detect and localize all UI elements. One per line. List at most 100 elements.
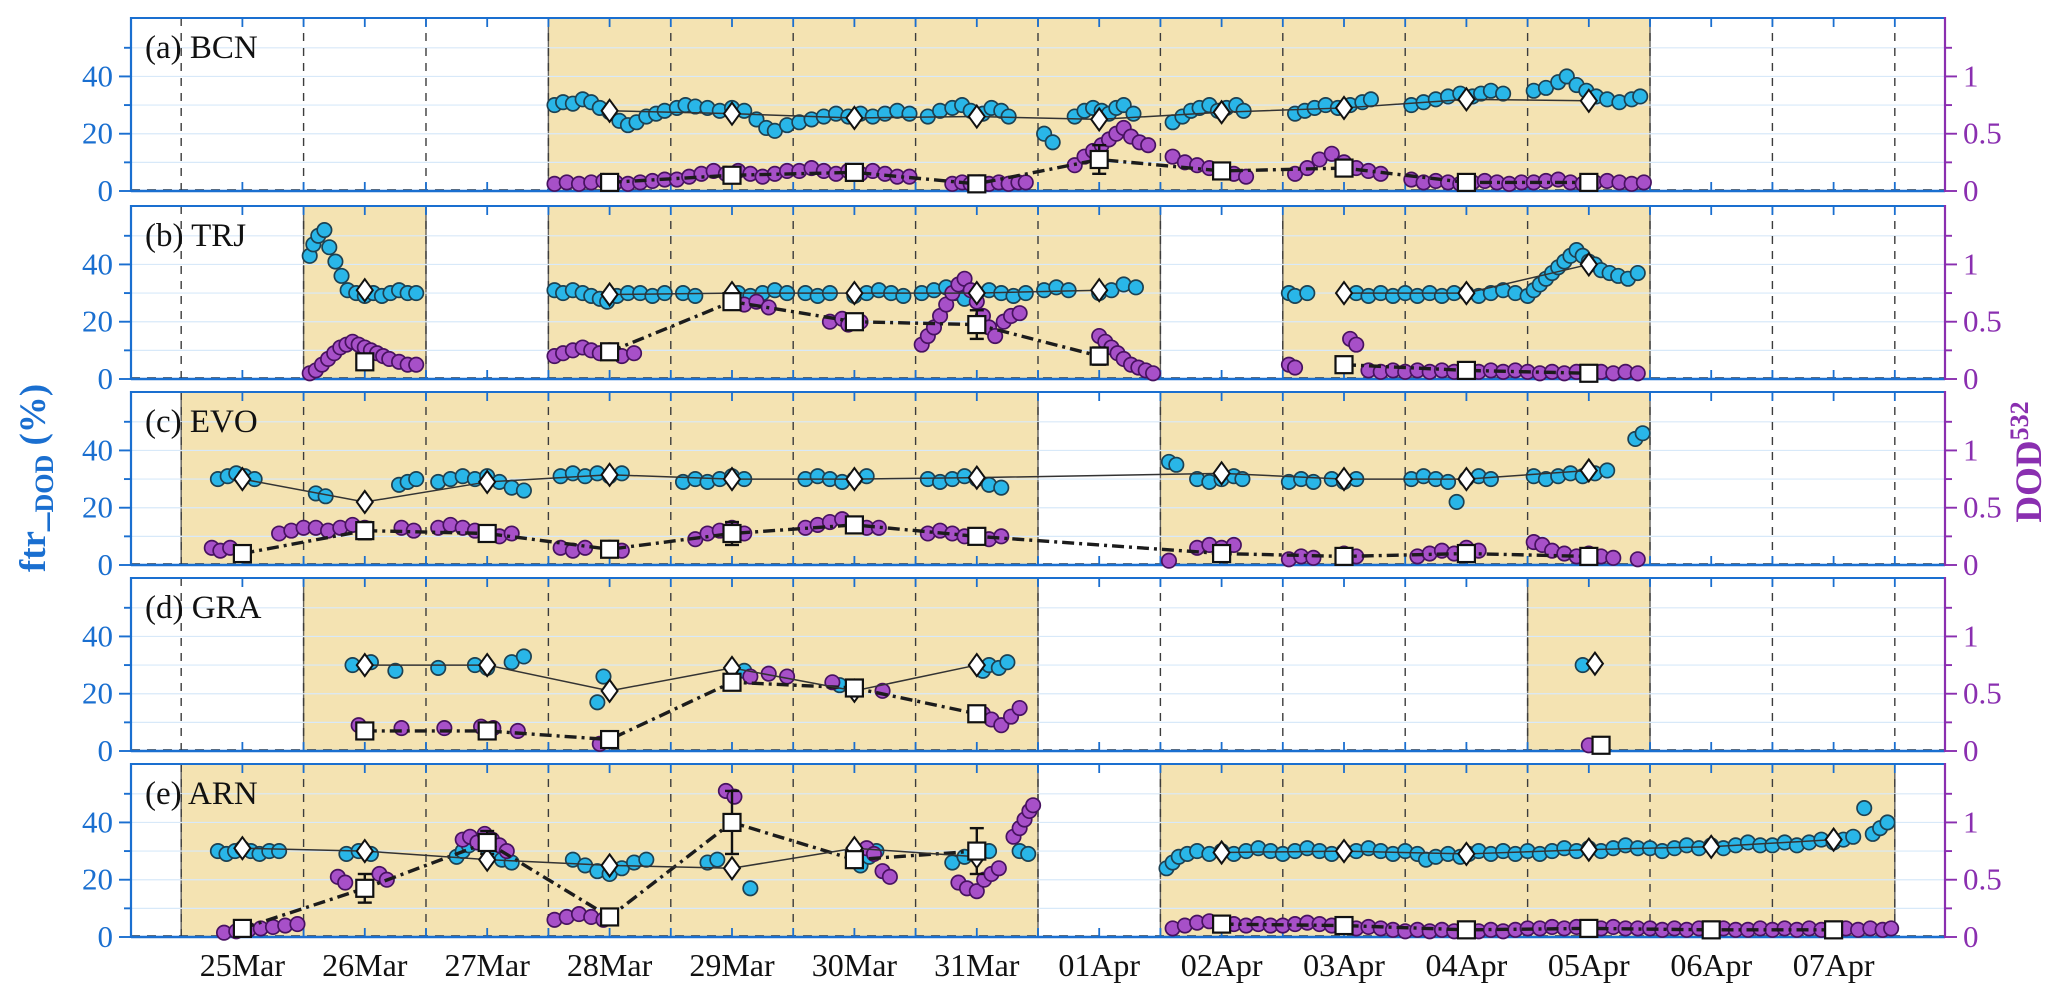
daily-mean-square xyxy=(599,539,620,559)
daily-mean-square xyxy=(967,174,987,194)
daily-mean-diamond xyxy=(355,652,375,678)
dod-point xyxy=(968,883,985,900)
daily-mean-diamond xyxy=(722,855,742,881)
daily-mean-diamond xyxy=(1579,88,1599,114)
ftr-point xyxy=(1856,800,1873,817)
y-tick-label: 20 xyxy=(82,676,113,711)
right-tick-label: 1 xyxy=(1963,432,1979,467)
square-line xyxy=(1221,922,1834,932)
y-tick-label: 40 xyxy=(82,246,113,281)
right-axis-title: DOD532 xyxy=(2005,401,2051,522)
daily-mean-square xyxy=(1212,543,1232,564)
y-tick-label: 40 xyxy=(82,58,113,93)
right-tick-label: 1 xyxy=(1963,618,1979,653)
ftr-point xyxy=(1482,471,1499,488)
daily-mean-square xyxy=(1824,920,1844,940)
ftr-point xyxy=(895,287,912,304)
x-tick-label: 26Mar xyxy=(322,947,408,983)
square-line xyxy=(1343,362,1589,375)
panel-d: 0 20 40 0 0.5 1 (d) GRA xyxy=(82,577,2002,768)
ftr-point xyxy=(999,654,1016,671)
x-tick-label: 31Mar xyxy=(934,947,1020,983)
left-axis-title-post: (%) xyxy=(12,383,54,455)
dod-point xyxy=(393,720,410,737)
ftr-point xyxy=(901,105,918,122)
daily-mean-square xyxy=(844,678,864,698)
y-tick-label: 0 xyxy=(98,173,114,208)
ftr-point xyxy=(1448,493,1465,511)
dod-point xyxy=(436,720,453,737)
daily-mean-diamond xyxy=(600,281,619,308)
daily-mean-diamond xyxy=(355,838,375,864)
ftr-point xyxy=(1127,279,1144,296)
ftr-point xyxy=(1044,134,1061,151)
dod-point xyxy=(1286,359,1304,376)
panel-label: (c) EVO xyxy=(145,404,258,440)
right-axis-title-sup: 532 xyxy=(2004,401,2034,441)
dod-point xyxy=(987,327,1004,345)
ftr-point xyxy=(595,668,612,685)
panel-label: (d) GRA xyxy=(145,590,262,626)
dod-point xyxy=(1305,549,1322,566)
daily-mean-square xyxy=(844,312,864,332)
ftr-point xyxy=(993,479,1010,496)
ftr-point xyxy=(1495,85,1512,102)
daily-mean-diamond xyxy=(722,100,742,127)
daily-mean-square xyxy=(1089,149,1109,170)
y-tick-label: 20 xyxy=(82,490,113,525)
ftr-point xyxy=(1299,285,1316,302)
ftr-point xyxy=(1845,828,1862,845)
ftr-point xyxy=(1634,425,1651,442)
daily-mean-square xyxy=(1579,363,1599,383)
daily-mean-square xyxy=(599,172,620,193)
daily-mean-diamond xyxy=(1585,650,1605,677)
daily-mean-square xyxy=(967,314,987,335)
x-tick-label: 05Apr xyxy=(1548,947,1630,983)
left-axis-title: ftr_DOD (%) xyxy=(12,384,60,572)
daily-mean-diamond xyxy=(1579,836,1599,863)
dod-point xyxy=(1238,168,1255,185)
y-tick-label: 20 xyxy=(82,304,113,339)
ftr-point xyxy=(709,851,726,868)
ftr-point xyxy=(515,482,532,499)
x-tick-label: 29Mar xyxy=(689,947,775,983)
daily-mean-square xyxy=(967,704,987,724)
daily-mean-diamond xyxy=(1824,826,1843,853)
daily-mean-diamond xyxy=(1212,839,1231,866)
daily-mean-square xyxy=(355,352,375,372)
right-tick-label: 0 xyxy=(1963,733,1979,768)
daily-mean-diamond xyxy=(1579,251,1599,278)
daily-mean-square xyxy=(1334,158,1354,178)
panel-a: 0 20 40 0 0.5 1 (a) BCN xyxy=(82,17,2002,208)
dod-point xyxy=(779,668,796,685)
dod-point xyxy=(337,874,354,891)
ftr-point xyxy=(1020,845,1037,862)
right-tick-label: 0 xyxy=(1963,173,1979,208)
ftr-point xyxy=(316,222,333,239)
right-tick-label: 1 xyxy=(1963,246,1979,281)
x-tick-label: 07Apr xyxy=(1793,947,1875,983)
dod-point xyxy=(509,722,526,740)
daily-mean-square xyxy=(722,292,742,312)
panel-b: 0 20 40 0 0.5 1 (b) TRJ xyxy=(82,205,2002,396)
y-tick-label: 40 xyxy=(82,618,113,653)
dod-point xyxy=(1883,920,1900,937)
daily-mean-diamond xyxy=(1457,86,1476,113)
daily-mean-diamond xyxy=(1334,838,1354,864)
panel-c: 0 20 40 0 0.5 1 (c) EVO xyxy=(82,391,2002,582)
ftr-point xyxy=(1599,462,1616,479)
daily-mean-diamond xyxy=(967,652,987,678)
ftr-point xyxy=(1234,471,1251,488)
daily-mean-square xyxy=(477,523,497,544)
x-tick-label: 25Mar xyxy=(200,947,286,983)
daily-mean-square xyxy=(1456,920,1477,940)
dod-point xyxy=(1323,145,1340,162)
ftr-point xyxy=(327,253,344,270)
diamond-line xyxy=(364,664,977,692)
dod-point xyxy=(1348,336,1365,353)
right-tick-label: 0.5 xyxy=(1963,304,2002,339)
daily-mean-diamond xyxy=(600,678,619,704)
daily-mean-square xyxy=(722,812,742,833)
